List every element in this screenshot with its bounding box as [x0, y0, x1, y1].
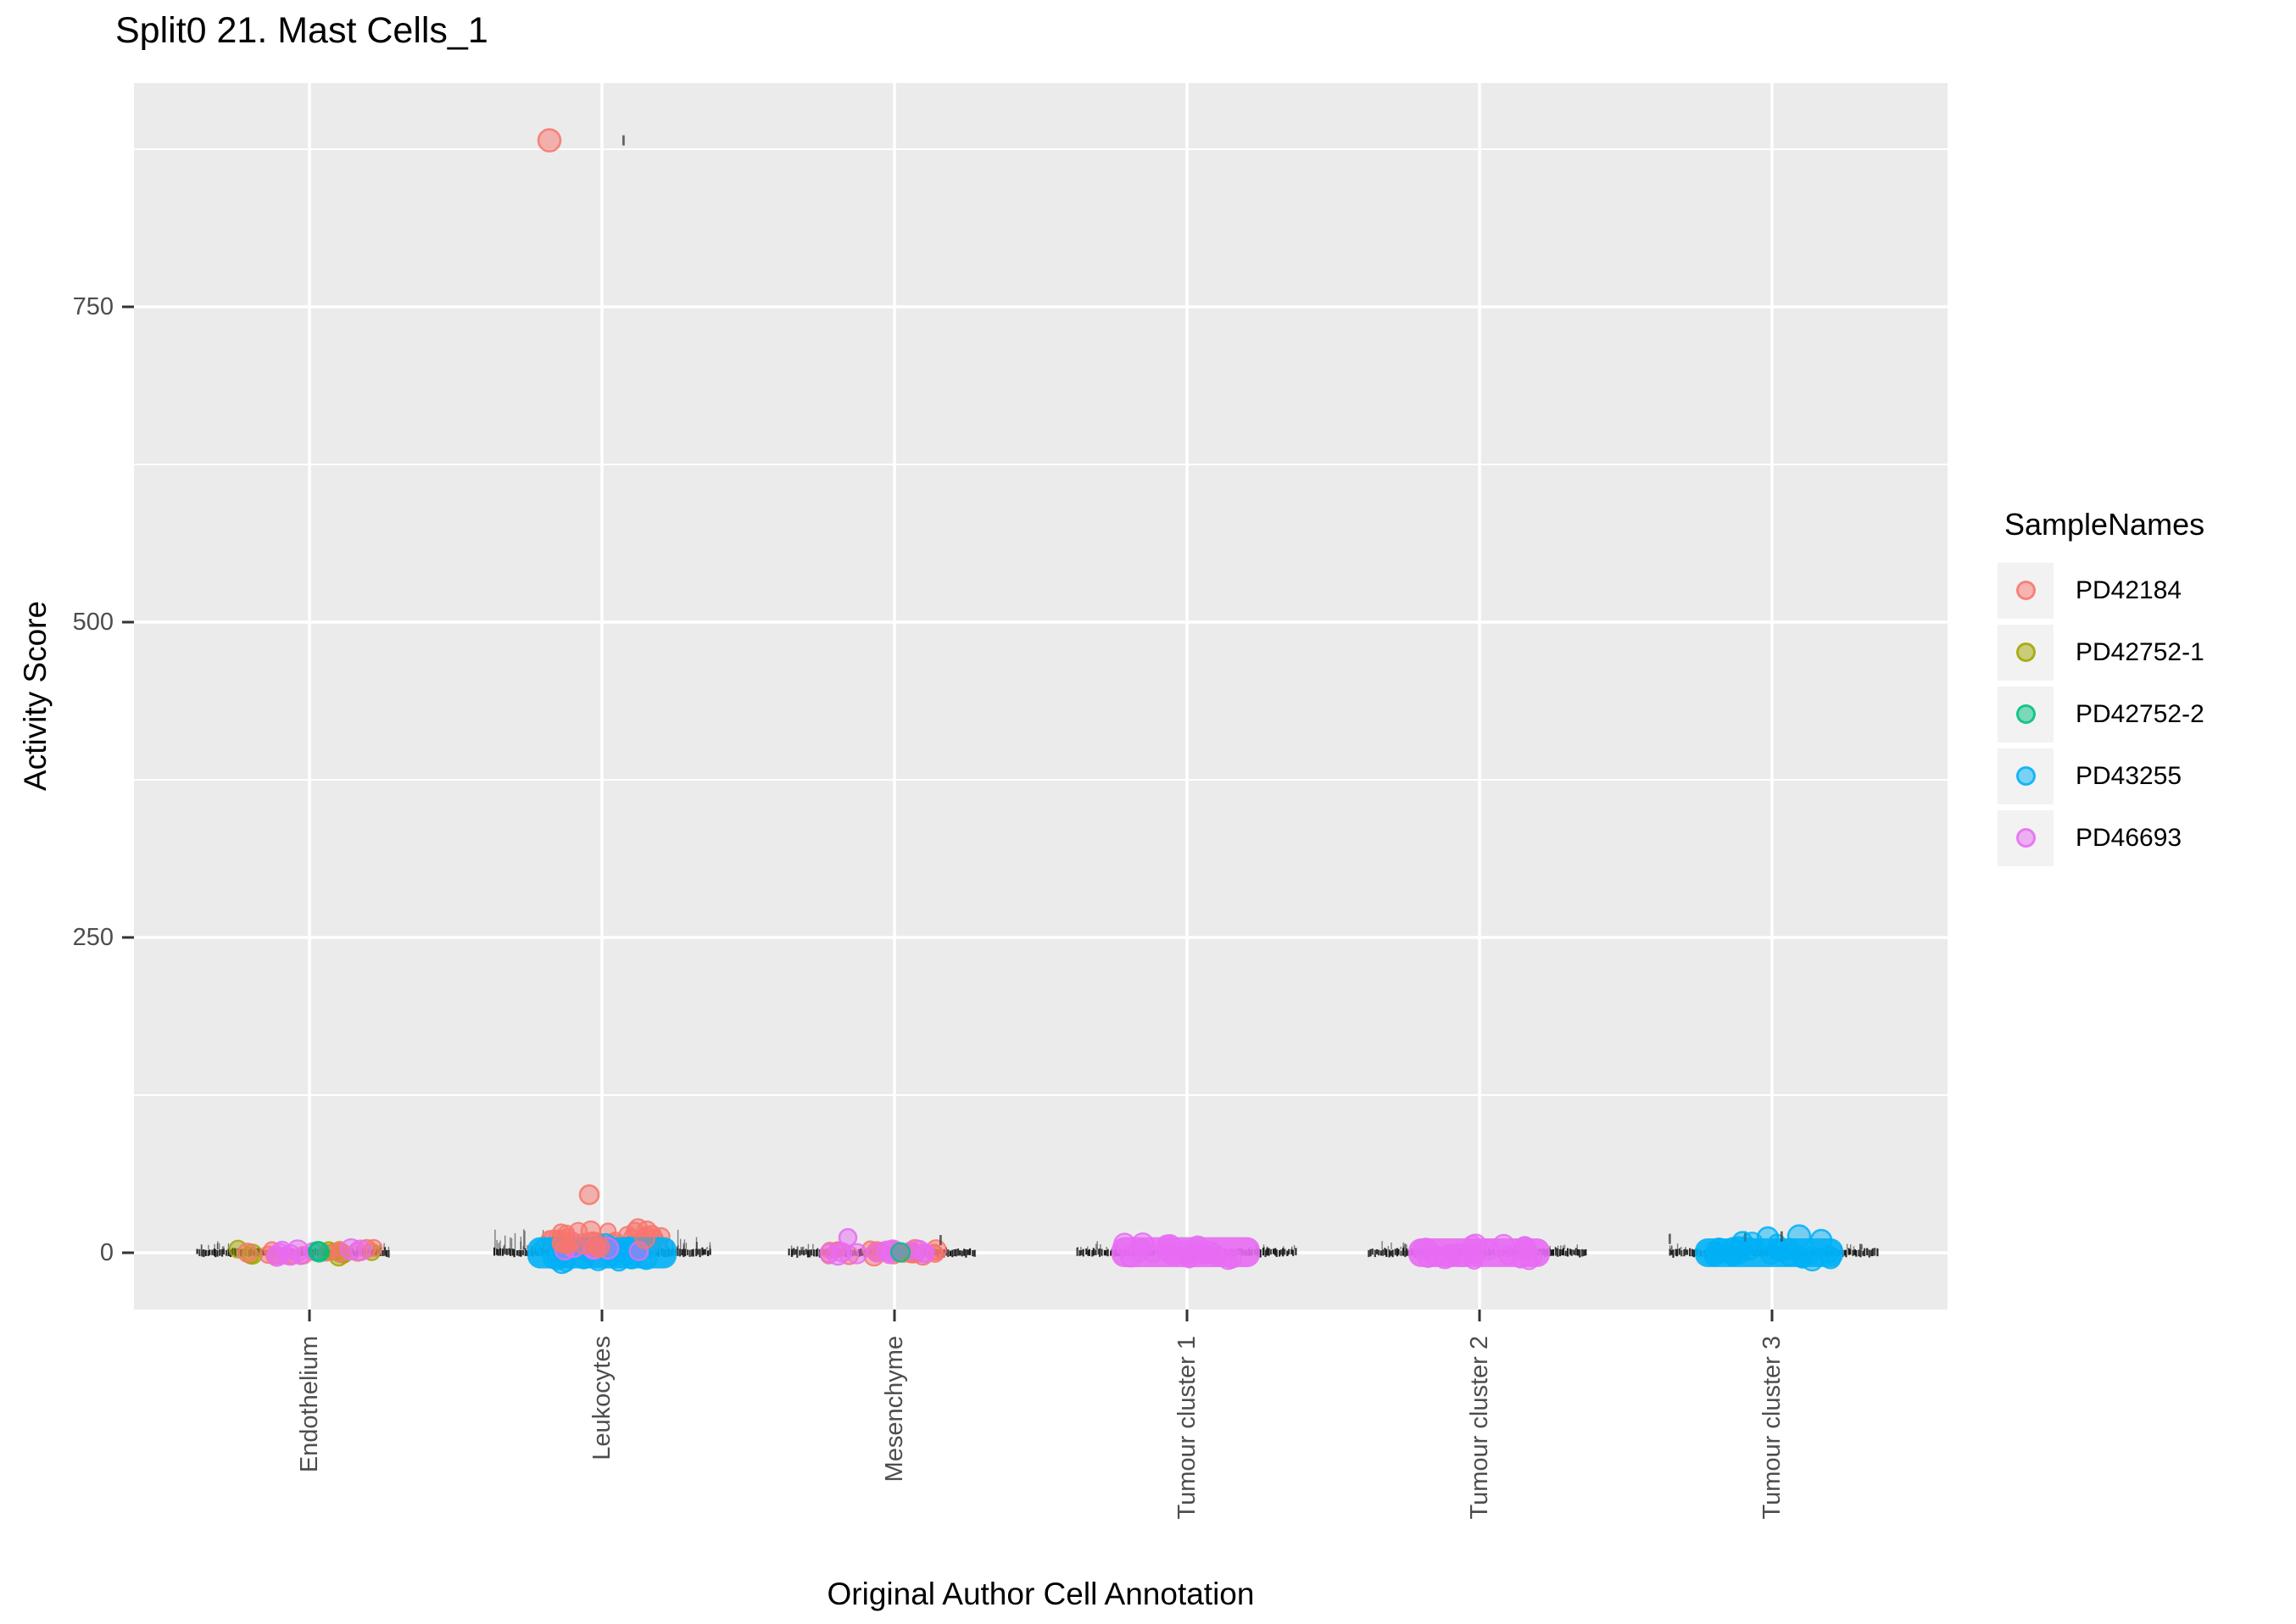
outlier-point: [578, 1184, 600, 1205]
legend-dot-icon: [2015, 704, 2036, 724]
jitter-point: [279, 1243, 301, 1266]
outlier-point: [1809, 1228, 1833, 1252]
legend-dot-icon: [2015, 581, 2036, 600]
y-axis-title: Activity Score: [18, 600, 53, 792]
outlier-point: [1731, 1231, 1753, 1252]
y-axis-ticks: 0 250 500 750: [73, 293, 134, 1266]
legend-dot-icon: [2015, 766, 2036, 786]
x-tick-label: Tumour cluster 3: [1758, 1336, 1786, 1520]
jitter-point: [1417, 1246, 1439, 1268]
legend-item: PD46693: [1998, 807, 2294, 869]
jitter-point: [1703, 1246, 1725, 1267]
data-points: [196, 128, 1879, 1275]
outlier-point: [1756, 1226, 1780, 1249]
x-tick-label: Leukocytes: [588, 1336, 616, 1460]
legend-key: [1998, 686, 2054, 742]
small-point-mark: [1669, 1233, 1671, 1244]
plot-title: Split0 21. Mast Cells_1: [115, 10, 488, 51]
jitter-point: [1498, 1244, 1519, 1265]
jitter-point: [889, 1242, 911, 1263]
small-point-mark: [1781, 1231, 1783, 1242]
legend-item-label: PD43255: [2076, 761, 2182, 790]
y-tick-label: 0: [100, 1239, 114, 1266]
small-point-mark: [1859, 1243, 1862, 1254]
x-tick-label: Endothelium: [296, 1336, 323, 1472]
legend-key: [1998, 624, 2054, 681]
legend-item-label: PD42752-2: [2076, 699, 2204, 728]
legend-key: [1998, 562, 2054, 619]
y-tick-label: 500: [73, 609, 114, 636]
jitter-point: [349, 1239, 371, 1261]
x-tick-label: Tumour cluster 2: [1466, 1336, 1493, 1520]
jitter-point: [915, 1243, 935, 1264]
legend-item: PD42752-2: [1998, 683, 2294, 745]
jitter-point: [1204, 1243, 1225, 1265]
x-tick-label: Tumour cluster 1: [1173, 1336, 1201, 1520]
outlier-point: [838, 1227, 858, 1248]
legend-dot-icon: [2015, 828, 2036, 848]
jitter-point: [237, 1242, 258, 1263]
jitter-point: [1450, 1243, 1474, 1267]
legend-item-label: PD46693: [2076, 823, 2182, 852]
jitter-point: [309, 1241, 330, 1263]
x-axis-ticks: Endothelium Leukocytes Mesenchyme Tumour cl…: [296, 1310, 1786, 1520]
legend-dot-icon: [2015, 642, 2036, 662]
jitter-point: [1188, 1239, 1207, 1259]
legend-item-label: PD42184: [2076, 576, 2182, 604]
jitter-point: [634, 1228, 655, 1249]
jitter-point: [582, 1231, 604, 1253]
jitter-point: [1477, 1238, 1499, 1261]
jitter-point: [1156, 1234, 1177, 1254]
small-point-mark: [622, 135, 625, 146]
legend-item-label: PD42752-1: [2076, 637, 2204, 666]
outlier-point: [537, 128, 562, 153]
jitter-point: [846, 1243, 868, 1265]
x-axis-title: Original Author Cell Annotation: [827, 1577, 1255, 1611]
gridlines-major: [134, 83, 1948, 1310]
legend-key: [1998, 809, 2054, 866]
legend-item: PD42184: [1998, 559, 2294, 621]
legend-title: SampleNames: [2004, 507, 2205, 542]
gridlines-minor: [134, 148, 1948, 1096]
legend-item: PD42752-1: [1998, 621, 2294, 683]
jitter-point: [1119, 1245, 1142, 1268]
outlier-point: [1786, 1224, 1812, 1249]
small-point-mark: [939, 1235, 942, 1246]
y-tick-label: 750: [73, 293, 114, 320]
jitter-point: [554, 1232, 576, 1254]
legend-item: PD43255: [1998, 745, 2294, 807]
legend-key: [1998, 748, 2054, 804]
x-tick-label: Mesenchyme: [881, 1336, 908, 1482]
y-tick-label: 250: [73, 924, 114, 951]
legend: SampleNames PD42184 PD42752-1 PD42752-2 …: [1998, 507, 2294, 869]
jitter-point: [826, 1243, 850, 1266]
plot-panel: [134, 83, 1948, 1310]
